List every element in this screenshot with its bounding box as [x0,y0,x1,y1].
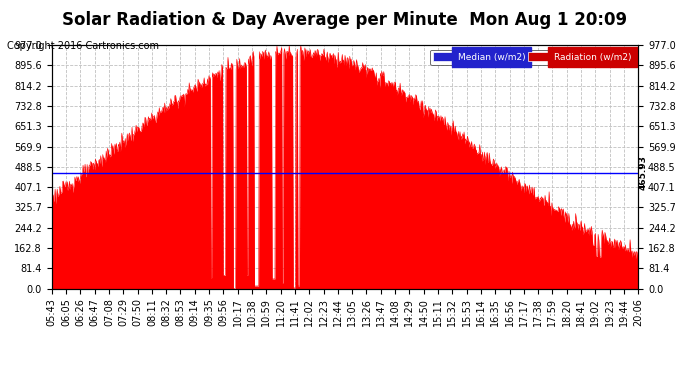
Text: Solar Radiation & Day Average per Minute  Mon Aug 1 20:09: Solar Radiation & Day Average per Minute… [62,11,628,29]
Legend: Median (w/m2), Radiation (w/m2): Median (w/m2), Radiation (w/m2) [430,50,633,64]
Text: 465.93: 465.93 [638,155,647,190]
Text: Copyright 2016 Cartronics.com: Copyright 2016 Cartronics.com [7,41,159,51]
